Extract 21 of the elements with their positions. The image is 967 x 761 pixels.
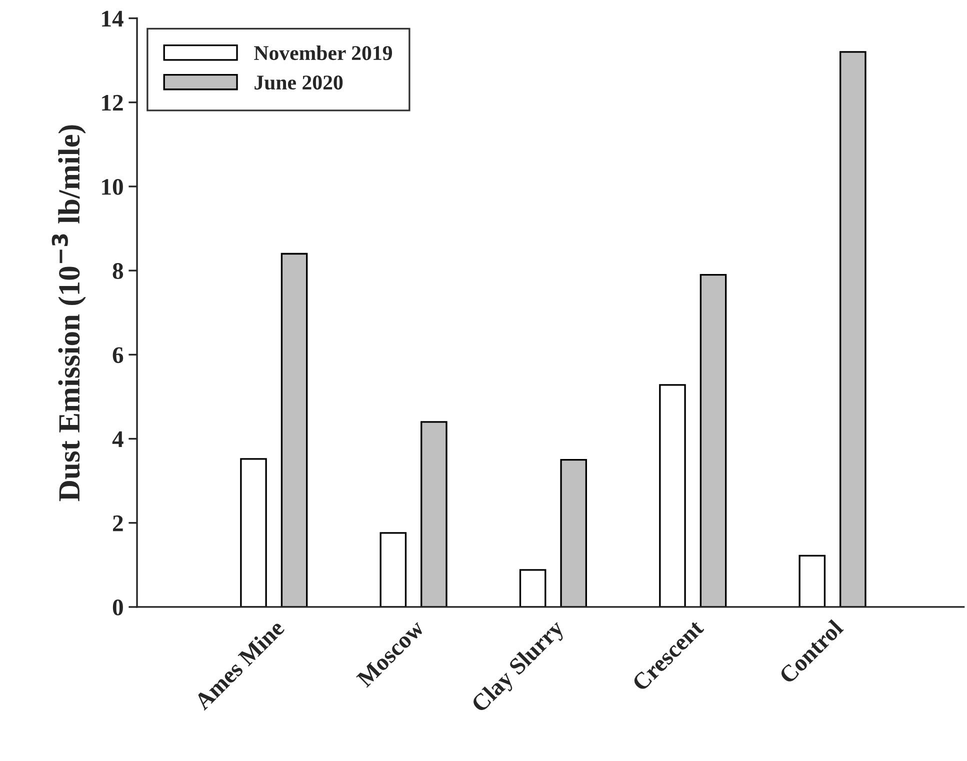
bar bbox=[519, 569, 546, 607]
bar bbox=[659, 384, 686, 607]
y-tick-label: 4 bbox=[112, 431, 124, 447]
y-axis-title: Dust Emission (10$^{−3}$ lb/mile) bbox=[52, 125, 86, 502]
bar bbox=[560, 458, 588, 607]
bar bbox=[700, 274, 727, 607]
bar bbox=[280, 252, 308, 607]
y-tick-label: 2 bbox=[113, 515, 123, 532]
y-tick-label: 10 bbox=[102, 178, 123, 195]
bar bbox=[380, 532, 407, 607]
bar bbox=[840, 51, 866, 607]
bar bbox=[798, 554, 826, 607]
y-tick-label: 12 bbox=[102, 94, 123, 111]
y-tick-label: 0 bbox=[112, 599, 123, 616]
bar bbox=[240, 458, 267, 607]
y-tick-label: 8 bbox=[112, 263, 124, 279]
y-tick-label: 6 bbox=[112, 347, 124, 364]
bar bbox=[420, 421, 448, 607]
legend-label: June 2020 bbox=[254, 76, 343, 90]
y-tick-label: 14 bbox=[102, 10, 124, 26]
legend-label: November 2019 bbox=[254, 45, 392, 60]
